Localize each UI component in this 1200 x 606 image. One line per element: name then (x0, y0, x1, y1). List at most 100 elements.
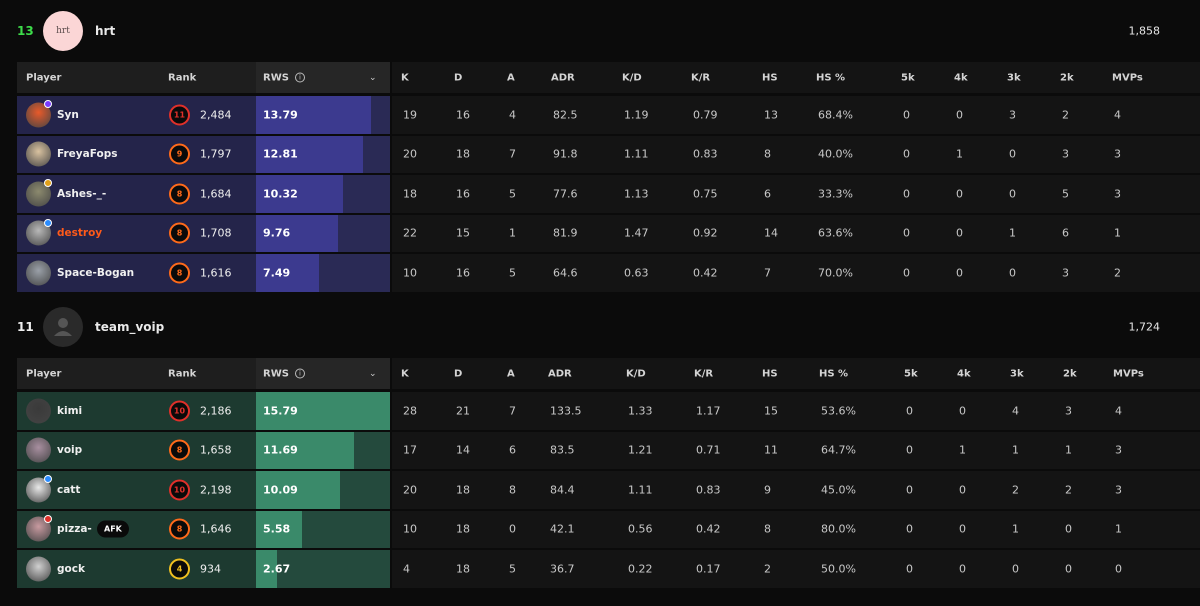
column-player[interactable]: Player (26, 368, 62, 379)
stat-3k: 3 (1009, 108, 1016, 122)
player-name[interactable]: FreyaFops (57, 148, 118, 161)
team-avatar[interactable] (43, 307, 83, 347)
stat-hs: 7 (764, 266, 771, 280)
stat-hs-: 68.4% (818, 108, 853, 122)
avatar-badge-icon (44, 514, 52, 523)
column-k[interactable]: K (401, 72, 409, 83)
player-elo: 934 (200, 562, 221, 576)
column-adr[interactable]: ADR (548, 368, 572, 379)
player-elo: 1,658 (200, 443, 232, 457)
column-d[interactable]: D (454, 368, 463, 379)
column-k[interactable]: K (401, 368, 409, 379)
stat-d: 16 (456, 108, 470, 122)
player-row[interactable]: Space-Bogan 8 1,616 7.49 10 16 5 64.6 0.63 0.42 7 7… (17, 254, 1200, 292)
stat-mvps: 4 (1115, 404, 1122, 418)
player-avatar[interactable] (26, 141, 51, 167)
stat-a: 0 (509, 522, 516, 536)
player-row[interactable]: destroy 8 1,708 9.76 22 15 1 81.9 1.47 0.92 14 63.6… (17, 214, 1200, 252)
column-player[interactable]: Player (26, 72, 62, 83)
column-a[interactable]: A (507, 72, 515, 83)
rws-bar (256, 510, 302, 548)
player-name[interactable]: catt (57, 483, 81, 496)
column-header-row: Player Rank RWS i ⌄ K D A ADR K/D K/R HS HS % 5k 4k 3k 2… (17, 62, 1200, 93)
player-avatar[interactable] (26, 398, 51, 424)
player-name[interactable]: pizza- (57, 523, 92, 536)
column-k-d[interactable]: K/D (622, 72, 642, 83)
stat-2k: 3 (1065, 404, 1072, 418)
stat-2k: 0 (1065, 562, 1072, 576)
column-5k[interactable]: 5k (904, 368, 918, 379)
info-icon[interactable]: i (294, 368, 305, 379)
info-icon[interactable]: i (294, 72, 305, 83)
stat-hs-: 33.3% (818, 187, 853, 201)
player-row[interactable]: gock 4 934 2.67 4 18 5 36.7 0.22 0.17 2 50.0% 0 0 0 0 0 (17, 550, 1200, 588)
column-3k[interactable]: 3k (1007, 72, 1021, 83)
chevron-down-icon[interactable]: ⌄ (369, 72, 377, 83)
column-rank[interactable]: Rank (168, 368, 197, 379)
stat-2k: 0 (1065, 522, 1072, 536)
rws-bar (256, 96, 372, 134)
player-row[interactable]: voip 8 1,658 11.69 17 14 6 83.5 1.21 0.71 11 64.7% 0… (17, 431, 1200, 469)
player-row[interactable]: pizza- AFK 8 1,646 5.58 10 18 0 42.1 0.56 0.42 8 80.… (17, 510, 1200, 548)
player-row[interactable]: catt 10 2,198 10.09 20 18 8 84.4 1.11 0.83 9 45.0% 0… (17, 471, 1200, 509)
stat-k: 28 (403, 404, 417, 418)
player-avatar[interactable] (26, 556, 51, 582)
team-voip-section: 11 team_voip 1,724 Player Rank RWS i ⌄ K D A ADR K/D… (17, 296, 1200, 590)
player-name[interactable]: Ashes-_- (57, 187, 107, 200)
column-rws[interactable]: RWS i (263, 72, 305, 83)
column-a[interactable]: A (507, 368, 515, 379)
column-2k[interactable]: 2k (1063, 368, 1077, 379)
column-rws-label: RWS (263, 368, 289, 379)
column-adr[interactable]: ADR (551, 72, 575, 83)
player-name[interactable]: Space-Bogan (57, 266, 135, 279)
player-elo: 2,198 (200, 483, 232, 497)
column-3k[interactable]: 3k (1010, 368, 1024, 379)
stat-mvps: 3 (1114, 147, 1121, 161)
column-rank[interactable]: Rank (168, 72, 197, 83)
player-avatar[interactable] (26, 260, 51, 286)
avatar-badge-icon (44, 100, 52, 108)
team-elo: 1,724 (1128, 320, 1161, 334)
player-rws: 9.76 (263, 226, 291, 240)
stat-k: 18 (403, 187, 417, 201)
player-avatar[interactable] (26, 437, 51, 463)
avatar-badge-icon (44, 218, 52, 227)
stat-k-r: 0.42 (696, 522, 721, 536)
stat-hs: 8 (764, 147, 771, 161)
player-name[interactable]: voip (57, 444, 83, 457)
column-hs-[interactable]: HS % (819, 368, 849, 379)
column-k-r[interactable]: K/R (691, 72, 711, 83)
column-hs[interactable]: HS (762, 72, 778, 83)
player-row[interactable]: Ashes-_- 8 1,684 10.32 18 16 5 77.6 1.13 0.75 6 33.… (17, 175, 1200, 213)
stat-mvps: 3 (1115, 483, 1122, 497)
player-row[interactable]: FreyaFops 9 1,797 12.81 20 18 7 91.8 1.11 0.83 8 40… (17, 135, 1200, 173)
chevron-down-icon[interactable]: ⌄ (369, 368, 377, 379)
player-rws: 10.32 (263, 187, 298, 201)
player-row[interactable]: kimi 10 2,186 15.79 28 21 7 133.5 1.33 1.17 15 53.6… (17, 392, 1200, 430)
player-name[interactable]: destroy (57, 227, 103, 240)
column-mvps[interactable]: MVPs (1112, 72, 1143, 83)
column-2k[interactable]: 2k (1060, 72, 1074, 83)
column-hs-[interactable]: HS % (816, 72, 846, 83)
column-k-d[interactable]: K/D (626, 368, 646, 379)
stat-k: 17 (403, 443, 417, 457)
column-hs[interactable]: HS (762, 368, 778, 379)
player-name[interactable]: gock (57, 562, 85, 575)
stat-k-d: 1.19 (624, 108, 649, 122)
stat-2k: 5 (1062, 187, 1069, 201)
column-4k[interactable]: 4k (954, 72, 968, 83)
player-row[interactable]: Syn 11 2,484 13.79 19 16 4 82.5 1.19 0.79 13 68.4% 0… (17, 96, 1200, 134)
player-name[interactable]: Syn (57, 108, 79, 121)
column-5k[interactable]: 5k (901, 72, 915, 83)
column-4k[interactable]: 4k (957, 368, 971, 379)
column-k-r[interactable]: K/R (694, 368, 714, 379)
column-rws[interactable]: RWS i (263, 368, 305, 379)
team-name[interactable]: team_voip (95, 320, 165, 334)
player-name[interactable]: kimi (57, 404, 83, 417)
column-d[interactable]: D (454, 72, 463, 83)
team-avatar[interactable]: hrt (43, 11, 83, 51)
team-name[interactable]: hrt (95, 24, 116, 38)
column-mvps[interactable]: MVPs (1113, 368, 1144, 379)
stat-d: 21 (456, 404, 470, 418)
skill-level-icon: 8 (169, 183, 190, 205)
